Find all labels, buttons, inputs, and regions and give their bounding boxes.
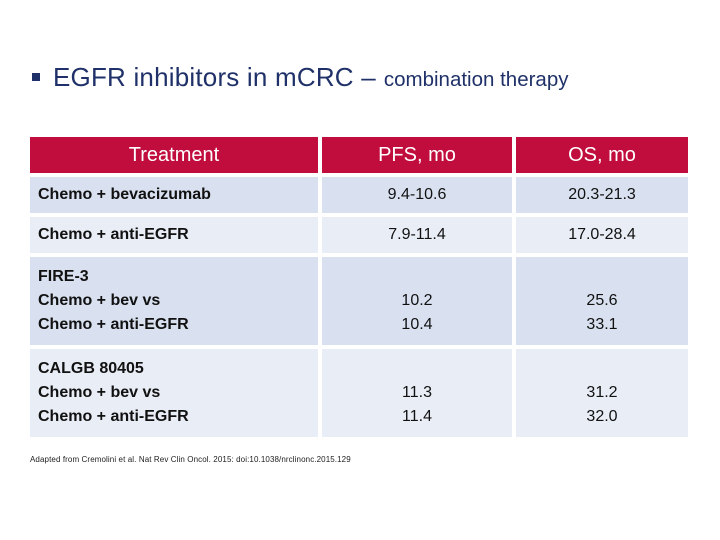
bullet-square-icon — [32, 73, 40, 81]
table-row: Chemo + anti-EGFR 7.9-11.4 17.0-28.4 — [30, 217, 688, 253]
os-cell: 31.2 32.0 — [516, 349, 688, 437]
table-row: FIRE-3 Chemo + bev vs Chemo + anti-EGFR … — [30, 257, 688, 345]
citation-footnote: Adapted from Cremolini et al. Nat Rev Cl… — [30, 455, 351, 464]
pfs-cell: 10.2 10.4 — [322, 257, 512, 345]
os-cell: 17.0-28.4 — [516, 217, 688, 253]
title-sub-text: combination therapy — [383, 68, 569, 91]
pfs-cell: 9.4-10.6 — [322, 177, 512, 213]
header-pfs: PFS, mo — [322, 137, 512, 173]
header-treatment: Treatment — [30, 137, 318, 173]
results-table: Treatment PFS, mo OS, mo Chemo + bevaciz… — [26, 133, 692, 441]
table-row: CALGB 80405 Chemo + bev vs Chemo + anti-… — [30, 349, 688, 437]
title-main-text: EGFR inhibitors in mCRC – — [53, 62, 376, 92]
treatment-cell: FIRE-3 Chemo + bev vs Chemo + anti-EGFR — [30, 257, 318, 345]
os-cell: 20.3-21.3 — [516, 177, 688, 213]
treatment-cell: CALGB 80405 Chemo + bev vs Chemo + anti-… — [30, 349, 318, 437]
slide-title: EGFR inhibitors in mCRC – combination th… — [32, 62, 568, 93]
pfs-cell: 11.3 11.4 — [322, 349, 512, 437]
treatment-cell: Chemo + bevacizumab — [30, 177, 318, 213]
pfs-cell: 7.9-11.4 — [322, 217, 512, 253]
table-row: Chemo + bevacizumab 9.4-10.6 20.3-21.3 — [30, 177, 688, 213]
header-os: OS, mo — [516, 137, 688, 173]
treatment-cell: Chemo + anti-EGFR — [30, 217, 318, 253]
table-header-row: Treatment PFS, mo OS, mo — [30, 137, 688, 173]
os-cell: 25.6 33.1 — [516, 257, 688, 345]
